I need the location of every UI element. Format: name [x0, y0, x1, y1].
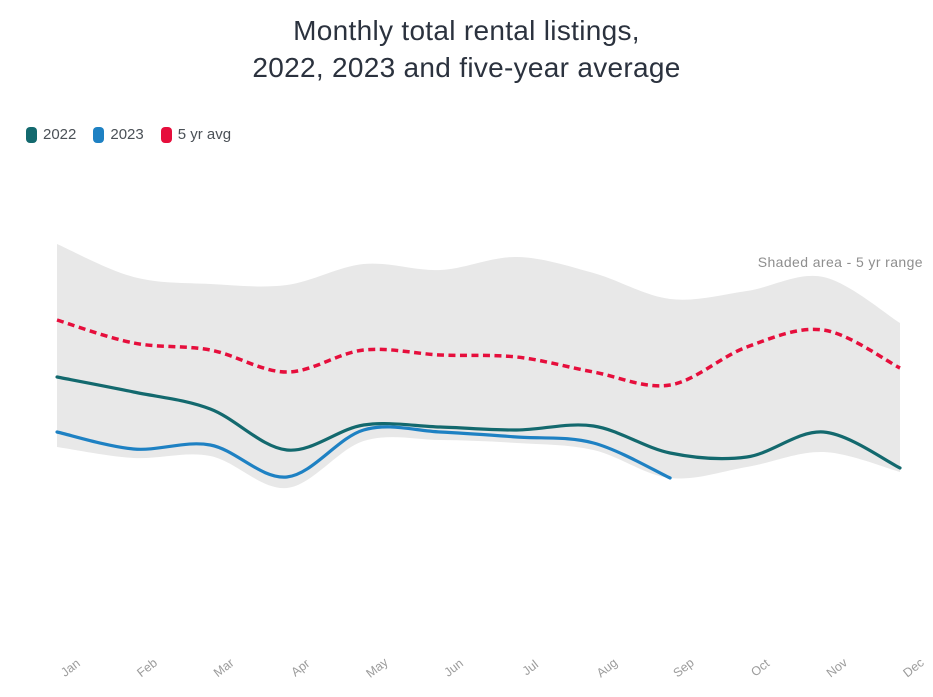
legend-item-5yr-avg[interactable]: 5 yr avg: [160, 126, 232, 143]
x-axis-label-jul: Jul: [520, 657, 541, 678]
chart-title-line1: Monthly total rental listings,: [293, 15, 640, 46]
x-axis-label-oct: Oct: [748, 656, 772, 679]
legend-label-2023: 2023: [110, 126, 144, 143]
x-axis-label-nov: Nov: [824, 655, 851, 680]
legend-swatch-5yr-avg: [160, 126, 172, 143]
series-line-2022: [55, 375, 902, 470]
x-axis-label-jan: Jan: [58, 656, 83, 679]
legend-swatch-2023: [93, 126, 105, 143]
legend-swatch-2022: [26, 126, 37, 143]
five-year-range-band: [57, 244, 900, 489]
x-axis-label-apr: Apr: [288, 656, 312, 679]
x-axis-label-feb: Feb: [134, 656, 160, 680]
x-axis-label-jun: Jun: [441, 656, 466, 679]
chart-title: Monthly total rental listings, 2022, 202…: [0, 12, 933, 86]
legend-label-5yr-avg: 5 yr avg: [177, 126, 232, 143]
legend-label-2022: 2022: [43, 126, 77, 143]
x-axis-label-dec: Dec: [901, 655, 927, 680]
legend: 2022 2023 5 yr avg: [26, 126, 231, 143]
x-axis-label-sep: Sep: [671, 655, 697, 680]
chart-title-line2: 2022, 2023 and five-year average: [252, 52, 681, 83]
legend-item-2023[interactable]: 2023: [93, 126, 144, 143]
x-axis-label-aug: Aug: [594, 655, 620, 680]
x-axis-label-mar: Mar: [211, 656, 237, 680]
shaded-area-annotation: Shaded area - 5 yr range: [757, 254, 923, 270]
legend-item-2022[interactable]: 2022: [26, 126, 76, 143]
series-line-5-yr-avg: [56, 318, 901, 388]
series-line-2023: [55, 425, 672, 480]
x-axis-label-may: May: [363, 655, 391, 681]
